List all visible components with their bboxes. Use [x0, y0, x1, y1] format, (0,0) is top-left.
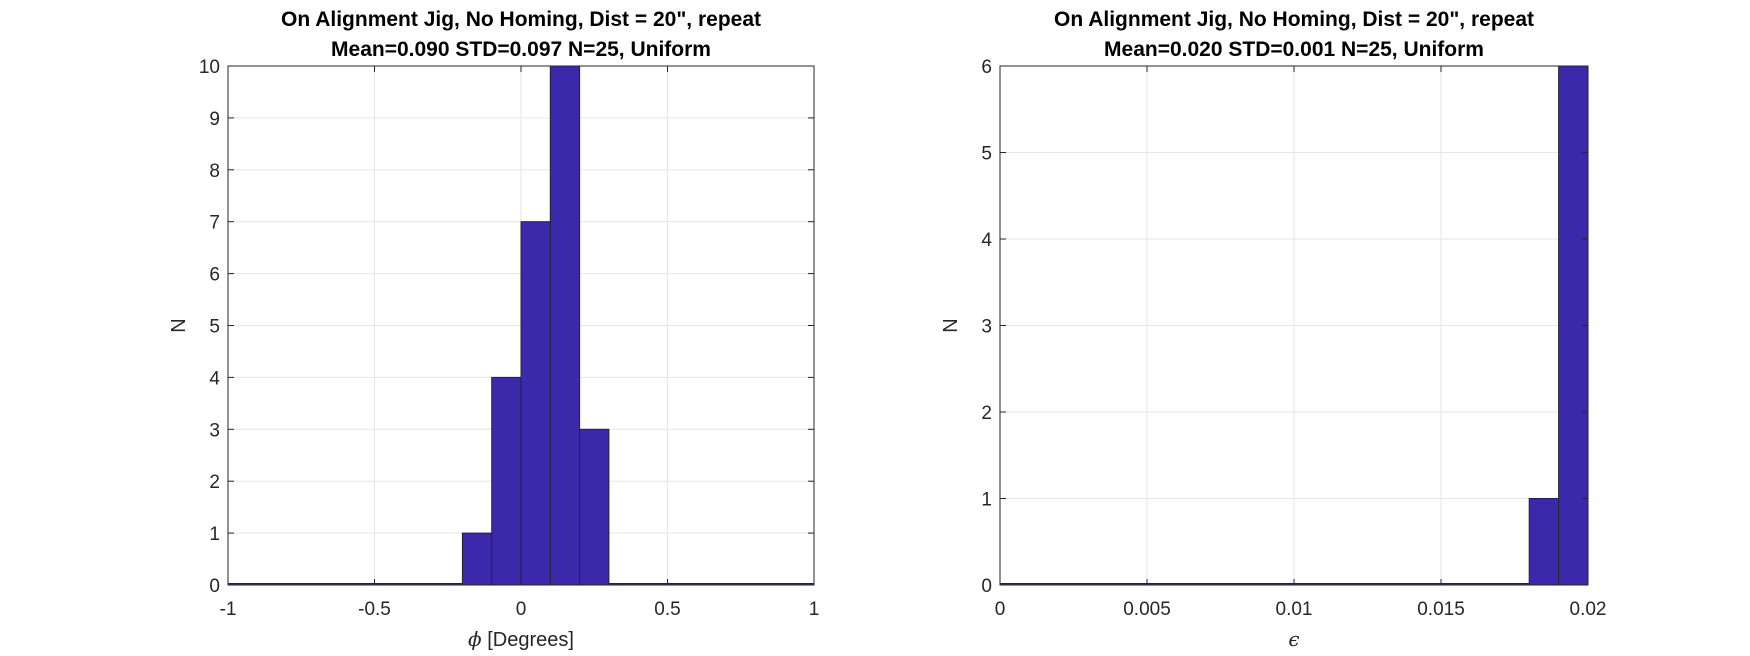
left-y-tick-label: 2: [209, 472, 220, 493]
right-y-tick-label: 0: [981, 576, 992, 597]
right-y-tick-label: 3: [981, 317, 992, 338]
left-x-tick-label: 1: [809, 599, 820, 620]
right-y-tick-label: 1: [981, 490, 992, 511]
right-chart-subtitle: Mean=0.020 STD=0.001 N=25, Uniform: [1104, 38, 1484, 61]
right-y-tick-label: 4: [981, 230, 992, 251]
right-x-tick-label: 0.005: [1123, 599, 1171, 620]
right-x-tick-label: 0.015: [1417, 599, 1465, 620]
left-x-tick-label: -0.5: [358, 599, 391, 620]
right-y-tick-label: 6: [981, 57, 992, 78]
left-x-axis-symbol: ϕ: [468, 627, 482, 651]
right-x-tick-label: 0.01: [1276, 599, 1313, 620]
left-y-tick-label: 0: [209, 576, 220, 597]
right-x-axis-label: ϵ: [1288, 627, 1299, 651]
right-y-tick-label: 5: [981, 144, 992, 165]
left-y-tick-label: 10: [199, 57, 220, 78]
left-x-axis-label: ϕ [Degrees]: [468, 627, 574, 651]
left-histogram-bar: [549, 65, 581, 586]
left-y-tick-label: 7: [209, 213, 220, 234]
right-y-axis-label: N: [940, 318, 962, 332]
left-x-tick-label: 0: [516, 599, 527, 620]
left-y-tick-label: 4: [209, 368, 220, 389]
right-ticks: 0 0.005 0.01 0.015 0.02 0 1 2 3 4 5 6: [981, 57, 1606, 620]
left-bars: [227, 65, 815, 586]
left-histogram-bar: [520, 221, 551, 586]
left-x-tick-label: 0.5: [654, 599, 680, 620]
left-histogram-bar: [491, 376, 522, 586]
right-gridlines: [999, 65, 1589, 586]
left-y-tick-label: 8: [209, 161, 220, 182]
left-chart-title: On Alignment Jig, No Homing, Dist = 20",…: [281, 8, 761, 31]
left-y-tick-label: 9: [209, 109, 220, 130]
right-x-axis-symbol: ϵ: [1288, 627, 1299, 651]
left-y-tick-label: 6: [209, 265, 220, 286]
right-y-tick-label: 2: [981, 403, 992, 424]
left-chart-subtitle: Mean=0.090 STD=0.097 N=25, Uniform: [331, 38, 711, 61]
left-histogram-bar: [579, 428, 610, 586]
left-x-axis-unit: [Degrees]: [482, 629, 574, 651]
left-histogram-bar: [461, 532, 493, 586]
left-y-tick-label: 3: [209, 420, 220, 441]
left-y-tick-label: 1: [209, 524, 220, 545]
right-histogram-bar: [1528, 498, 1560, 586]
right-histogram-panel: 0 0.005 0.01 0.015 0.02 0 1 2 3 4 5 6 On Alignment …: [940, 8, 1606, 651]
left-y-tick-label: 5: [209, 317, 220, 338]
left-y-axis-label: N: [168, 318, 190, 332]
right-x-tick-label: 0.02: [1570, 599, 1607, 620]
right-x-tick-label: 0: [995, 599, 1006, 620]
right-chart-title: On Alignment Jig, No Homing, Dist = 20",…: [1054, 8, 1534, 31]
left-x-tick-label: -1: [220, 599, 237, 620]
